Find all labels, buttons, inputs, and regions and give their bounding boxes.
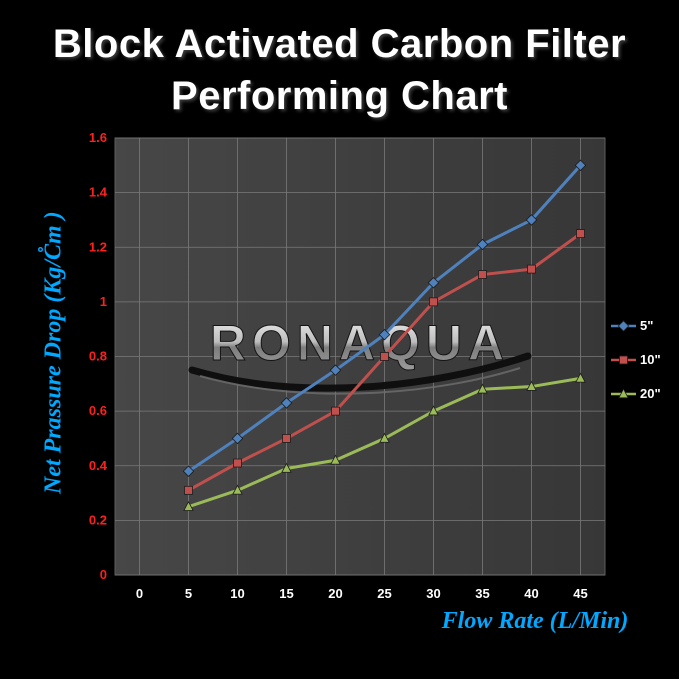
x-tick-label: 10	[230, 586, 244, 601]
marker-triangle	[477, 383, 488, 394]
x-tick-label: 45	[573, 586, 587, 601]
marker-triangle	[281, 462, 292, 473]
y-tick-label: 1.4	[89, 185, 108, 200]
legend-item: 5"	[610, 318, 661, 333]
y-tick-label: 0.6	[89, 403, 107, 418]
marker-triangle	[428, 405, 439, 416]
y-tick-label: 0	[100, 567, 107, 582]
marker-triangle	[232, 484, 243, 495]
marker-square	[184, 485, 193, 495]
marker-diamond	[378, 328, 391, 341]
marker-triangle	[330, 454, 341, 465]
x-tick-label: 40	[524, 586, 538, 601]
marker-square	[380, 352, 389, 361]
marker-diamond	[231, 432, 244, 445]
watermark-swoosh	[188, 352, 532, 392]
marker-square	[282, 434, 291, 443]
marker-square	[619, 355, 628, 364]
marker-diamond	[280, 397, 293, 409]
x-tick-label: 30	[426, 586, 440, 601]
chart-canvas: 0 0.2 0.4 0.6 0.8 1 1.2 1.4 1.6 0 5 10 15 20 25 30 35 40 4…	[89, 130, 606, 601]
marker-diamond	[182, 465, 195, 477]
marker-diamond	[427, 276, 440, 289]
legend: 5" 10" 20"	[610, 318, 661, 401]
marker-triangle	[618, 387, 629, 398]
marker-triangle	[379, 432, 390, 443]
y-tick-label: 1.6	[89, 130, 107, 145]
marker-triangle	[575, 372, 586, 383]
x-tick-label: 5	[185, 586, 192, 601]
marker-triangle	[183, 500, 194, 511]
marker-square	[478, 270, 487, 279]
page-title-line2: Performing Chart	[171, 74, 508, 118]
x-axis-label: Flow Rate (L/Min)	[441, 608, 629, 634]
marker-square	[527, 264, 536, 274]
legend-label: 20"	[640, 386, 661, 401]
watermark-swoosh-echo	[199, 367, 521, 395]
y-tick-label: 1.2	[89, 239, 107, 254]
legend-marker-square	[611, 355, 636, 364]
legend-marker-triangle	[611, 387, 636, 398]
marker-diamond	[525, 214, 538, 226]
marker-square	[331, 406, 340, 416]
page-title-line1: Block Activated Carbon Filter	[52, 22, 627, 66]
watermark-text: RONAQUA	[210, 315, 510, 371]
y-tick-label: 0.8	[89, 349, 107, 364]
x-tick-label: 0	[136, 586, 143, 601]
x-tick-label: 35	[475, 586, 489, 601]
marker-diamond	[574, 159, 587, 172]
y-tick-label: 1	[100, 294, 107, 309]
marker-diamond	[617, 319, 630, 332]
marker-triangle	[526, 380, 537, 391]
legend-item: 20"	[610, 386, 661, 401]
marker-diamond	[476, 238, 489, 251]
marker-square	[233, 458, 242, 468]
x-tick-label: 25	[377, 586, 391, 601]
legend-marker-diamond	[611, 319, 636, 332]
page-title: Block Activated Carbon Filter Performing…	[0, 18, 679, 122]
x-tick-label: 20	[328, 586, 342, 601]
y-tick-label: 0.4	[89, 458, 108, 473]
y-tick-label: 0.2	[89, 512, 107, 527]
legend-label: 10"	[640, 352, 661, 367]
marker-diamond	[329, 364, 342, 376]
x-tick-label: 15	[279, 586, 293, 601]
marker-square	[576, 229, 585, 238]
marker-square	[429, 297, 438, 307]
legend-item: 10"	[610, 352, 661, 367]
legend-label: 5"	[640, 318, 654, 333]
